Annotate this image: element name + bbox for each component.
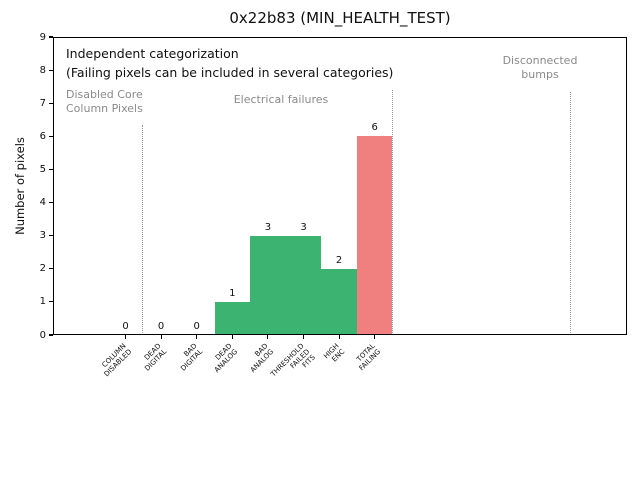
chart-title: 0x22b83 (MIN_HEALTH_TEST) bbox=[229, 9, 451, 27]
y-tick-label: 6 bbox=[39, 130, 46, 142]
bar-value-label: 0 bbox=[193, 321, 200, 332]
y-tick-label: 0 bbox=[39, 329, 46, 341]
x-tick bbox=[374, 335, 376, 339]
y-tick-label: 1 bbox=[39, 296, 46, 308]
y-tick-label: 9 bbox=[39, 31, 46, 43]
x-tick bbox=[267, 335, 269, 339]
separator-line bbox=[569, 91, 571, 335]
y-tick bbox=[49, 268, 53, 270]
x-tick bbox=[196, 335, 198, 339]
bar-value-label: 6 bbox=[371, 122, 378, 134]
y-tick bbox=[49, 36, 53, 38]
y-tick-label: 7 bbox=[39, 97, 46, 109]
y-tick-label: 2 bbox=[39, 263, 46, 275]
x-tick bbox=[338, 335, 340, 339]
bar-value-label: 2 bbox=[335, 254, 343, 266]
separator-line bbox=[391, 89, 393, 335]
annotation-disabled-core-column-pixels: Disabled Core Column Pixels bbox=[66, 88, 143, 116]
annotation-disconnected-bumps: Disconnected bumps bbox=[502, 54, 578, 82]
y-tick bbox=[49, 102, 53, 104]
y-tick bbox=[49, 168, 53, 171]
bar-value-label: 0 bbox=[122, 321, 129, 332]
annotation-independent-categorization: Independent categorization bbox=[66, 46, 239, 61]
x-tick bbox=[302, 335, 305, 339]
bar bbox=[356, 136, 393, 335]
bar bbox=[250, 235, 286, 335]
y-tick bbox=[49, 301, 53, 303]
y-tick bbox=[49, 69, 53, 71]
y-axis-label: Number of pixels bbox=[13, 137, 27, 235]
y-tick-label: 5 bbox=[39, 163, 46, 175]
y-tick-label: 4 bbox=[39, 197, 46, 209]
bar-value-label: 3 bbox=[264, 221, 272, 233]
bar bbox=[214, 301, 251, 335]
y-tick-label: 8 bbox=[39, 64, 46, 76]
y-tick bbox=[49, 235, 53, 237]
bar bbox=[285, 235, 322, 335]
separator-line bbox=[142, 124, 144, 335]
x-tick bbox=[231, 335, 233, 339]
x-tick bbox=[124, 335, 127, 339]
x-tick bbox=[160, 335, 162, 339]
annotation-independent-subtext: (Failing pixels can be included in sever… bbox=[66, 65, 394, 80]
y-tick-label: 3 bbox=[39, 230, 46, 242]
annotation-electrical-failures: Electrical failures bbox=[233, 93, 329, 106]
bar-value-label: 1 bbox=[229, 287, 236, 299]
bar-value-label: 0 bbox=[157, 321, 165, 332]
y-tick bbox=[49, 334, 53, 336]
y-tick bbox=[49, 135, 53, 137]
bar bbox=[321, 268, 357, 335]
bar-value-label: 3 bbox=[300, 221, 307, 233]
y-tick bbox=[49, 201, 53, 204]
